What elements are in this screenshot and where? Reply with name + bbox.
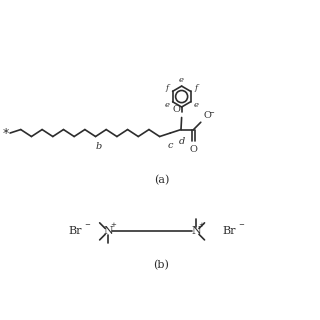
Text: f: f <box>166 84 169 92</box>
Text: f: f <box>194 84 197 92</box>
Text: Br: Br <box>222 226 236 236</box>
Text: O: O <box>190 145 197 155</box>
Text: b: b <box>96 142 102 151</box>
Text: O: O <box>203 111 211 120</box>
Text: −: − <box>238 222 244 228</box>
Text: O: O <box>173 105 181 114</box>
Text: −: − <box>84 222 90 228</box>
Text: e: e <box>179 76 184 84</box>
Text: −: − <box>209 110 214 116</box>
Text: (b): (b) <box>154 260 170 270</box>
Text: N: N <box>191 226 201 236</box>
Text: d: d <box>179 137 185 146</box>
Text: c: c <box>167 141 173 150</box>
Text: +: + <box>110 222 116 228</box>
Text: Br: Br <box>68 226 82 236</box>
Text: N: N <box>103 226 113 236</box>
Text: *: * <box>2 126 9 140</box>
Text: e: e <box>193 101 198 109</box>
Text: e: e <box>165 101 170 109</box>
Text: +: + <box>198 222 204 228</box>
Text: (a): (a) <box>154 175 169 186</box>
